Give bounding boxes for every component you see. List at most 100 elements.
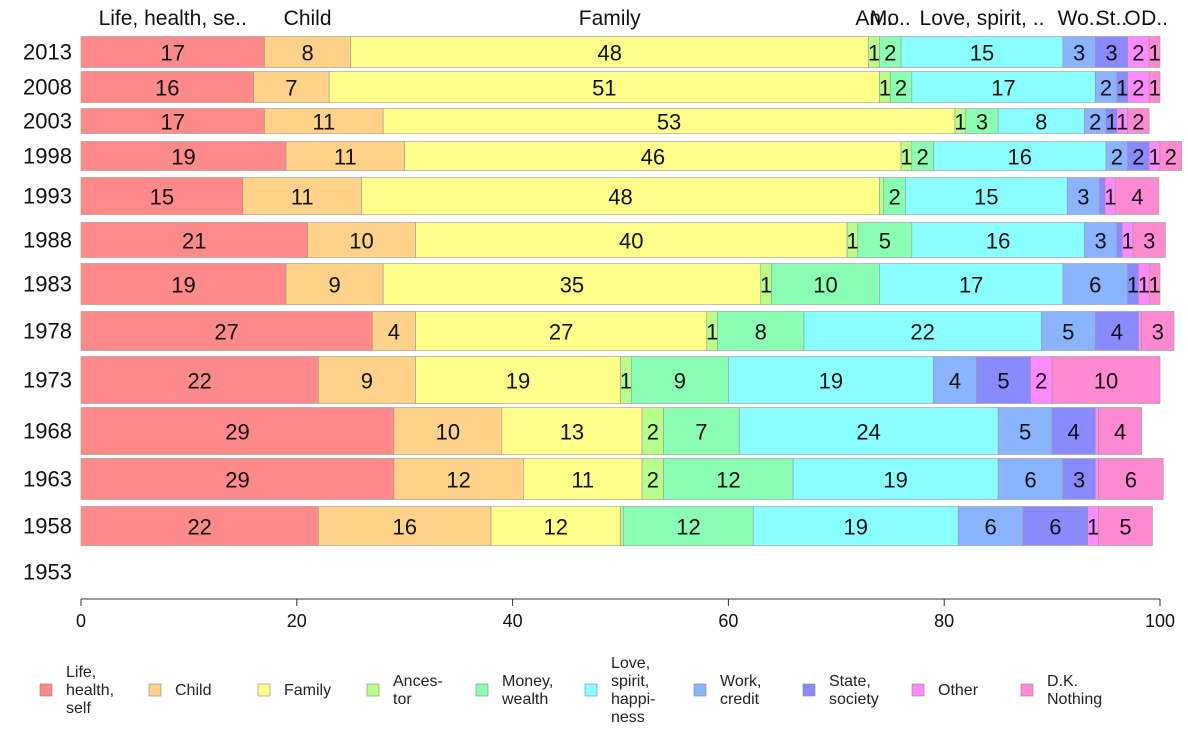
top-label-2: Family xyxy=(579,7,641,30)
data-label-1988-0: 21 xyxy=(182,229,206,254)
data-label-1978-7: 4 xyxy=(1111,320,1123,345)
top-label-5: Love, spirit, .. xyxy=(920,7,1045,30)
legend: Life, health, self Child Family Ances-tor Mone… xyxy=(39,655,1102,726)
x-tick-label-40: 40 xyxy=(503,611,523,631)
bar-segment-1958-3 xyxy=(620,506,625,546)
data-label-1968-1: 10 xyxy=(436,420,460,445)
data-label-2003-9: 2 xyxy=(1132,110,1144,135)
bar-segment-1973-1 xyxy=(318,356,416,404)
data-label-1958-4: 12 xyxy=(676,515,700,540)
data-label-1968-7: 4 xyxy=(1068,420,1080,445)
legend-swatch-3 xyxy=(366,683,380,697)
data-label-2013-6: 3 xyxy=(1073,41,1085,66)
bar-segment-1998-1 xyxy=(285,141,406,171)
data-label-1983-3: 1 xyxy=(760,273,772,298)
data-label-1993-5: 15 xyxy=(974,185,998,210)
bar-segment-1978-6 xyxy=(1041,311,1096,351)
data-label-1983-5: 17 xyxy=(959,273,983,298)
bar-segment-1963-0 xyxy=(80,458,395,500)
data-label-2013-0: 17 xyxy=(160,41,184,66)
data-label-1998-3: 1 xyxy=(900,145,912,170)
data-label-1993-8: 1 xyxy=(1104,185,1116,210)
data-label-2003-3: 1 xyxy=(954,110,966,135)
year-label-1968: 1968 xyxy=(23,419,72,444)
data-label-2003-4: 3 xyxy=(976,110,988,135)
data-label-2008-0: 16 xyxy=(155,76,179,101)
data-label-1963-6: 6 xyxy=(1024,468,1036,493)
data-label-1973-8: 2 xyxy=(1035,369,1047,394)
legend-swatch-8 xyxy=(911,683,925,697)
data-label-1978-4: 8 xyxy=(755,320,767,345)
data-label-1983-7: 1 xyxy=(1127,273,1139,298)
bar-segment-1978-8 xyxy=(1138,311,1142,351)
legend-swatch-2 xyxy=(257,683,271,697)
bar-segment-1993-5 xyxy=(905,177,1068,215)
data-label-1988-1: 10 xyxy=(349,229,373,254)
legend-label-7: State, society xyxy=(829,673,879,708)
bar-segment-1988-6 xyxy=(1084,222,1118,258)
legend-label-9: D.K. Nothing xyxy=(1047,673,1102,708)
bar-segment-1988-5 xyxy=(911,222,1085,258)
data-label-1968-0: 29 xyxy=(225,420,249,445)
data-label-1963-0: 29 xyxy=(225,468,249,493)
legend-label-8: Other xyxy=(938,682,979,699)
year-label-1978: 1978 xyxy=(23,319,72,344)
bar-segment-1983-9 xyxy=(1148,263,1161,305)
bar-segment-1998-2 xyxy=(404,141,902,171)
bar-segment-1968-0 xyxy=(80,407,395,455)
bar-segment-1968-4 xyxy=(663,407,740,455)
data-label-1988-3: 1 xyxy=(846,229,858,254)
data-label-1958-9: 5 xyxy=(1119,515,1131,540)
legend-label-1: Child xyxy=(175,682,211,699)
bar-segment-1958-7 xyxy=(1022,506,1089,546)
bar-segment-1973-2 xyxy=(415,356,621,404)
data-label-1993-6: 3 xyxy=(1077,185,1089,210)
data-label-1998-9: 2 xyxy=(1165,145,1177,170)
data-label-1958-8: 1 xyxy=(1087,515,1099,540)
bar-segment-1968-5 xyxy=(738,407,999,455)
legend-swatch-5 xyxy=(584,683,598,697)
bar-segment-1958-9 xyxy=(1098,506,1153,546)
data-label-2013-9: 1 xyxy=(1148,41,1160,66)
legend-label-4: Money, wealth xyxy=(501,673,553,708)
top-label-3: An.. xyxy=(855,7,892,30)
bar-segment-1983-1 xyxy=(285,263,384,305)
bar-segment-1993-3 xyxy=(879,177,885,215)
bar-segment-1958-1 xyxy=(318,506,492,546)
data-label-1963-9: 6 xyxy=(1125,468,1137,493)
bar-segment-1978-0 xyxy=(80,311,373,351)
legend-label-5: Love, spirit, happi-ness xyxy=(611,655,655,726)
data-label-1973-5: 19 xyxy=(819,369,843,394)
data-label-1993-1: 11 xyxy=(291,185,314,210)
bar-segment-1963-2 xyxy=(523,458,643,500)
year-label-1983: 1983 xyxy=(23,272,72,297)
data-label-1958-1: 16 xyxy=(392,515,416,540)
data-label-2003-8: 1 xyxy=(1116,110,1128,135)
data-label-2013-4: 2 xyxy=(884,41,896,66)
bar-segment-1993-9 xyxy=(1115,177,1160,215)
data-label-1988-9: 3 xyxy=(1143,229,1155,254)
data-label-1993-9: 4 xyxy=(1131,185,1143,210)
data-label-2008-7: 1 xyxy=(1116,76,1128,101)
data-label-2013-5: 15 xyxy=(970,41,994,66)
bar-segment-2013-0 xyxy=(80,36,265,68)
bar-segment-1993-1 xyxy=(242,177,362,215)
data-label-1963-7: 3 xyxy=(1073,468,1085,493)
data-label-1983-1: 9 xyxy=(328,273,340,298)
bar-segment-1973-6 xyxy=(933,356,977,404)
bar-segment-1978-9 xyxy=(1141,311,1175,351)
data-label-1998-2: 46 xyxy=(641,145,665,170)
bar-segment-1988-9 xyxy=(1132,222,1166,258)
data-label-1983-4: 10 xyxy=(813,273,837,298)
legend-label-3: Ances-tor xyxy=(393,673,443,708)
bar-segment-1993-6 xyxy=(1066,177,1100,215)
top-label-7: St.. xyxy=(1096,7,1128,30)
data-label-1973-3: 1 xyxy=(620,369,632,394)
data-label-1958-0: 22 xyxy=(187,515,211,540)
bar-segment-1998-0 xyxy=(80,141,287,171)
data-label-1988-5: 16 xyxy=(986,229,1010,254)
data-label-1978-2: 27 xyxy=(549,320,573,345)
bar-segment-1968-1 xyxy=(393,407,503,455)
bar-segment-1968-7 xyxy=(1051,407,1096,455)
bar-segment-1973-4 xyxy=(630,356,729,404)
